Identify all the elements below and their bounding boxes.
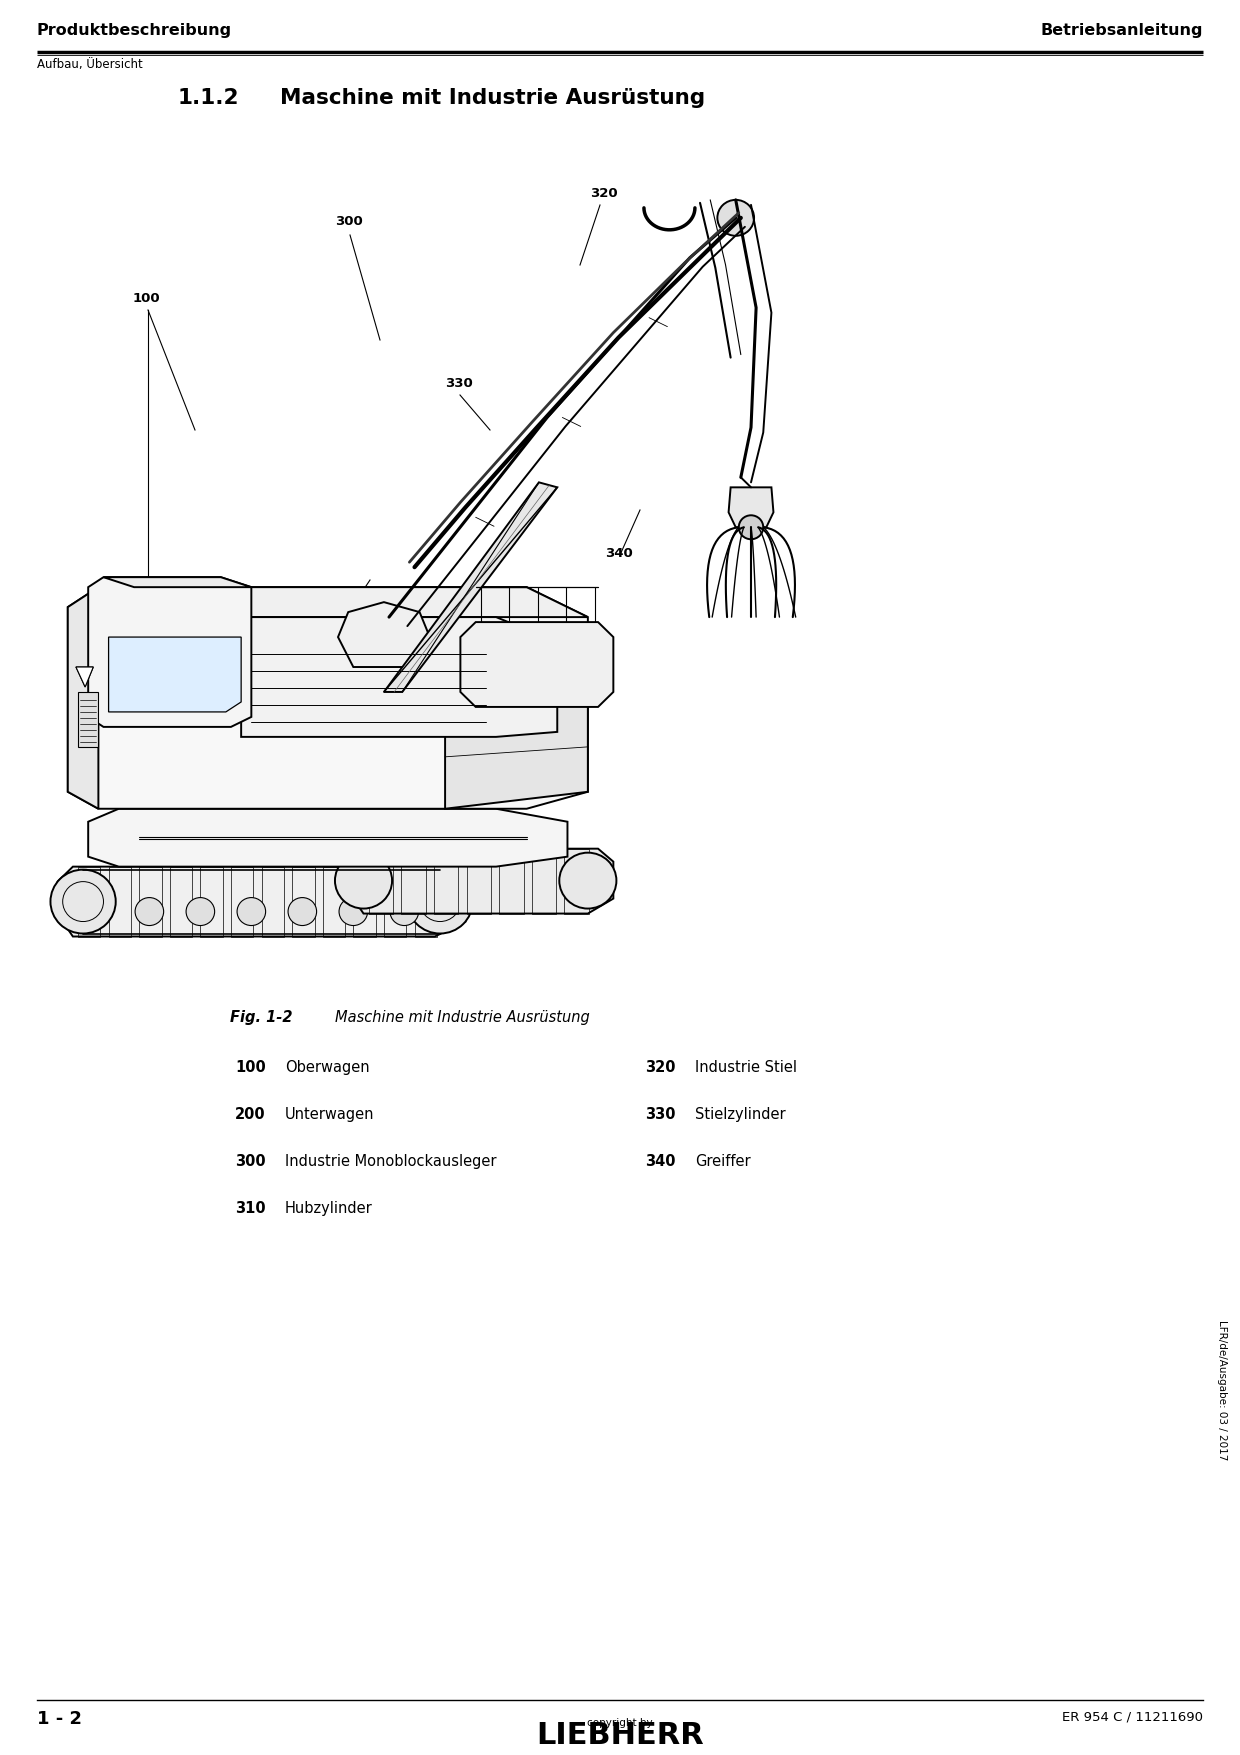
Text: 330: 330 [645,1107,676,1121]
Text: 320: 320 [645,1060,676,1076]
Polygon shape [88,809,568,867]
Text: 200: 200 [120,856,148,870]
Text: 300: 300 [236,1155,265,1169]
Circle shape [559,853,616,909]
Text: Maschine mit Industrie Ausrüstung: Maschine mit Industrie Ausrüstung [335,1009,590,1025]
Polygon shape [729,488,774,526]
Polygon shape [343,849,614,914]
Polygon shape [76,667,93,686]
Circle shape [391,897,419,925]
Text: LIEBHERR: LIEBHERR [536,1722,704,1750]
Circle shape [718,200,754,235]
Polygon shape [445,697,588,809]
Polygon shape [339,602,430,667]
Text: Hubzylinder: Hubzylinder [285,1200,373,1216]
Text: 1.1.2: 1.1.2 [179,88,239,109]
Text: 310: 310 [236,1200,265,1216]
Polygon shape [384,483,557,691]
Polygon shape [98,588,588,618]
Text: Industrie Stiel: Industrie Stiel [694,1060,797,1076]
Polygon shape [68,588,588,809]
Text: Produktbeschreibung: Produktbeschreibung [37,23,232,39]
Polygon shape [103,577,252,588]
Circle shape [288,897,316,925]
Text: Stielzylinder: Stielzylinder [694,1107,786,1121]
Circle shape [339,897,367,925]
Text: Aufbau, Übersicht: Aufbau, Übersicht [37,58,143,70]
Circle shape [51,870,115,934]
Text: Greiffer: Greiffer [694,1155,750,1169]
Text: Maschine mit Industrie Ausrüstung: Maschine mit Industrie Ausrüstung [280,88,706,109]
Text: 320: 320 [590,188,618,200]
Text: 300: 300 [335,216,363,228]
Circle shape [186,897,215,925]
Text: 100: 100 [236,1060,265,1076]
Text: Betriebsanleitung: Betriebsanleitung [1040,23,1203,39]
Text: LFR/de/Ausgabe: 03 / 2017: LFR/de/Ausgabe: 03 / 2017 [1216,1320,1228,1460]
Circle shape [135,897,164,925]
Circle shape [335,853,392,909]
Text: Oberwagen: Oberwagen [285,1060,370,1076]
Text: Unterwagen: Unterwagen [285,1107,374,1121]
Circle shape [237,897,265,925]
Text: ER 954 C / 11211690: ER 954 C / 11211690 [1061,1709,1203,1723]
Text: Fig. 1-2: Fig. 1-2 [229,1009,293,1025]
Polygon shape [460,621,614,707]
Text: 1 - 2: 1 - 2 [37,1709,82,1729]
Polygon shape [241,618,557,737]
Polygon shape [68,588,98,809]
Polygon shape [109,637,241,713]
Polygon shape [57,867,465,937]
Text: 100: 100 [133,291,161,305]
Text: 200: 200 [236,1107,265,1121]
Text: 310: 310 [310,637,337,649]
Polygon shape [88,577,252,727]
Circle shape [408,870,472,934]
Text: copyright by: copyright by [588,1718,652,1729]
Polygon shape [78,691,98,748]
Polygon shape [76,667,93,686]
Text: 340: 340 [645,1155,676,1169]
Circle shape [739,516,764,539]
Text: 330: 330 [445,377,472,390]
Text: 340: 340 [605,548,632,560]
Text: Industrie Monoblockausleger: Industrie Monoblockausleger [285,1155,496,1169]
